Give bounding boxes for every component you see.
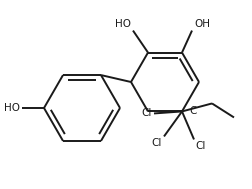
Text: Cl: Cl [141, 108, 151, 119]
Text: HO: HO [115, 19, 131, 29]
Text: HO: HO [4, 103, 20, 113]
Text: C: C [188, 106, 196, 116]
Text: Cl: Cl [194, 141, 205, 151]
Text: OH: OH [193, 19, 209, 29]
Text: Cl: Cl [151, 139, 161, 148]
